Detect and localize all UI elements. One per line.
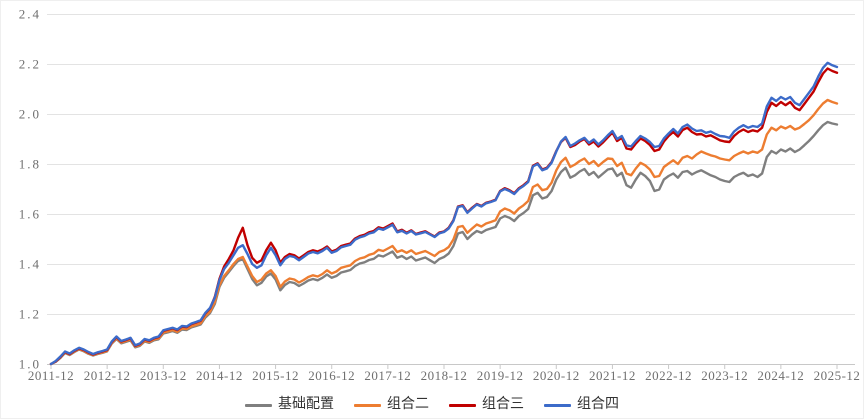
legend-item-3: 组合三 xyxy=(449,398,524,412)
x-tick-label: 2016-12 xyxy=(308,368,355,383)
x-tick-label: 2019-12 xyxy=(477,368,524,383)
x-tick-label: 2022-12 xyxy=(645,368,692,383)
y-tick-label: 1.6 xyxy=(19,207,41,222)
y-tick-label: 1.8 xyxy=(19,157,41,172)
legend-line-swatch xyxy=(245,403,272,407)
legend-label: 基础配置 xyxy=(278,397,334,412)
y-tick-label: 2.0 xyxy=(19,107,41,122)
y-tick-label: 2.2 xyxy=(19,57,41,72)
legend-item-2: 组合二 xyxy=(354,398,429,412)
legend-line-swatch xyxy=(354,403,381,407)
x-tick-label: 2013-12 xyxy=(140,368,187,383)
series-line-3 xyxy=(49,67,839,366)
x-tick-label: 2021-12 xyxy=(589,368,636,383)
x-axis-ticks xyxy=(50,365,838,369)
y-tick-label: 2.4 xyxy=(19,7,41,22)
x-tick-label: 2011-12 xyxy=(28,368,74,383)
legend-label: 组合二 xyxy=(387,397,429,412)
chart-legend: 基础配置 组合二 组合三 组合四 xyxy=(1,395,863,415)
x-tick-label: 2023-12 xyxy=(701,368,748,383)
x-tick-label: 2025-12 xyxy=(814,368,861,383)
x-tick-label: 2020-12 xyxy=(533,368,580,383)
x-tick-label: 2017-12 xyxy=(364,368,411,383)
x-tick-label: 2018-12 xyxy=(421,368,468,383)
y-tick-label: 1.2 xyxy=(19,307,41,322)
x-tick-label: 2014-12 xyxy=(196,368,243,383)
series-line-4 xyxy=(49,61,839,366)
legend-item-4: 组合四 xyxy=(544,398,619,412)
x-tick-label: 2024-12 xyxy=(757,368,804,383)
legend-label: 组合三 xyxy=(482,397,524,412)
y-tick-label: 1.0 xyxy=(19,357,41,372)
series-line-2 xyxy=(49,98,839,366)
legend-line-swatch xyxy=(544,403,571,407)
legend-line-swatch xyxy=(449,403,476,407)
y-axis-tick-labels: 1.0 1.2 1.4 1.6 1.8 2.0 2.2 2.4 xyxy=(19,7,41,372)
x-tick-label: 2012-12 xyxy=(84,368,131,383)
y-tick-label: 1.4 xyxy=(19,257,41,272)
gridlines xyxy=(47,14,855,365)
x-tick-label: 2015-12 xyxy=(252,368,299,383)
x-axis-tick-labels: 2011-12 2012-12 2013-12 2014-12 2015-12 2016-… xyxy=(28,368,861,383)
legend-label: 组合四 xyxy=(577,397,619,412)
legend-item-1: 基础配置 xyxy=(245,398,334,412)
